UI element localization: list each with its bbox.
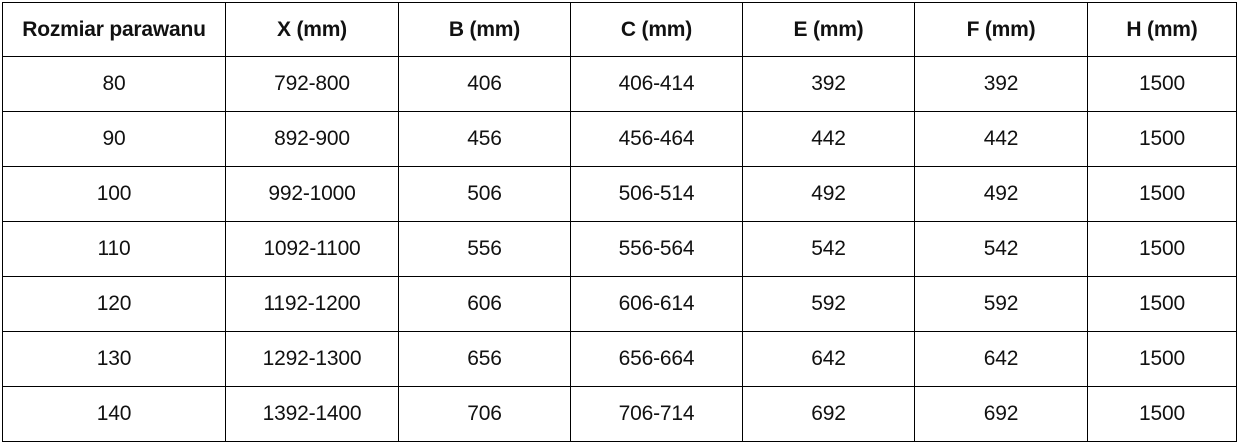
cell-e: 442: [742, 111, 915, 167]
cell-x: 1092-1100: [225, 221, 399, 277]
cell-b: 456: [398, 111, 571, 167]
column-header-x: X (mm): [225, 2, 399, 57]
cell-f: 542: [914, 221, 1088, 277]
cell-h: 1500: [1087, 166, 1237, 222]
cell-h: 1500: [1087, 331, 1237, 387]
column-header-c: C (mm): [570, 2, 743, 57]
cell-h: 1500: [1087, 386, 1237, 442]
cell-f: 442: [914, 111, 1088, 167]
cell-x: 1292-1300: [225, 331, 399, 387]
cell-h: 1500: [1087, 56, 1237, 112]
cell-f: 492: [914, 166, 1088, 222]
cell-c: 656-664: [570, 331, 743, 387]
cell-e: 592: [742, 276, 915, 332]
cell-e: 492: [742, 166, 915, 222]
cell-b: 506: [398, 166, 571, 222]
column-header-b: B (mm): [398, 2, 571, 57]
cell-x: 792-800: [225, 56, 399, 112]
cell-c: 456-464: [570, 111, 743, 167]
cell-rozmiar: 80: [2, 56, 226, 112]
cell-e: 642: [742, 331, 915, 387]
cell-c: 406-414: [570, 56, 743, 112]
cell-c: 706-714: [570, 386, 743, 442]
table-row: 90 892-900 456 456-464 442 442 1500: [2, 111, 1237, 167]
cell-x: 892-900: [225, 111, 399, 167]
cell-rozmiar: 140: [2, 386, 226, 442]
cell-c: 606-614: [570, 276, 743, 332]
table-row: 110 1092-1100 556 556-564 542 542 1500: [2, 221, 1237, 277]
table-row: 130 1292-1300 656 656-664 642 642 1500: [2, 331, 1237, 387]
table-body: 80 792-800 406 406-414 392 392 1500 90 8…: [2, 56, 1237, 442]
cell-x: 992-1000: [225, 166, 399, 222]
cell-rozmiar: 90: [2, 111, 226, 167]
cell-b: 656: [398, 331, 571, 387]
cell-b: 556: [398, 221, 571, 277]
cell-h: 1500: [1087, 111, 1237, 167]
table-header: Rozmiar parawanu X (mm) B (mm) C (mm) E …: [2, 2, 1237, 57]
cell-e: 392: [742, 56, 915, 112]
cell-h: 1500: [1087, 276, 1237, 332]
cell-b: 406: [398, 56, 571, 112]
table-row: 120 1192-1200 606 606-614 592 592 1500: [2, 276, 1237, 332]
cell-rozmiar: 120: [2, 276, 226, 332]
cell-rozmiar: 130: [2, 331, 226, 387]
cell-f: 642: [914, 331, 1088, 387]
spec-table-container: Rozmiar parawanu X (mm) B (mm) C (mm) E …: [2, 2, 1237, 442]
table-row: 140 1392-1400 706 706-714 692 692 1500: [2, 386, 1237, 442]
column-header-e: E (mm): [742, 2, 915, 57]
screen-dimensions-table: Rozmiar parawanu X (mm) B (mm) C (mm) E …: [2, 2, 1237, 442]
cell-c: 556-564: [570, 221, 743, 277]
cell-h: 1500: [1087, 221, 1237, 277]
table-header-row: Rozmiar parawanu X (mm) B (mm) C (mm) E …: [2, 2, 1237, 57]
cell-e: 692: [742, 386, 915, 442]
cell-x: 1392-1400: [225, 386, 399, 442]
cell-e: 542: [742, 221, 915, 277]
column-header-h: H (mm): [1087, 2, 1237, 57]
column-header-f: F (mm): [914, 2, 1088, 57]
cell-f: 392: [914, 56, 1088, 112]
table-row: 80 792-800 406 406-414 392 392 1500: [2, 56, 1237, 112]
cell-rozmiar: 110: [2, 221, 226, 277]
column-header-rozmiar-parawanu: Rozmiar parawanu: [2, 2, 226, 57]
cell-b: 606: [398, 276, 571, 332]
cell-x: 1192-1200: [225, 276, 399, 332]
cell-c: 506-514: [570, 166, 743, 222]
cell-rozmiar: 100: [2, 166, 226, 222]
cell-f: 592: [914, 276, 1088, 332]
table-row: 100 992-1000 506 506-514 492 492 1500: [2, 166, 1237, 222]
cell-b: 706: [398, 386, 571, 442]
cell-f: 692: [914, 386, 1088, 442]
